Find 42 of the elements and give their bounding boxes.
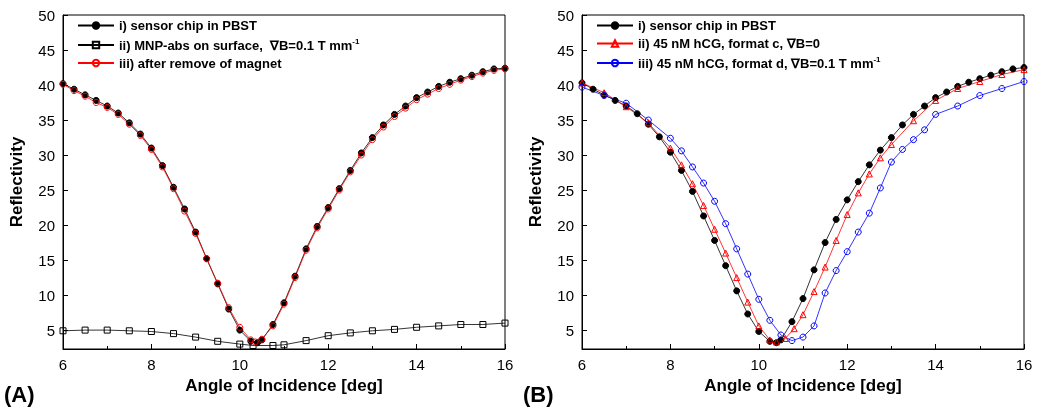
x-tick-label: 10 — [231, 356, 249, 373]
x-axis-title: Angle of Incidence [deg] — [185, 376, 383, 395]
y-tick-label: 50 — [38, 6, 55, 24]
x-tick-label: 14 — [408, 356, 425, 373]
y-tick-label: 45 — [557, 41, 574, 59]
x-tick-label: 8 — [666, 356, 675, 373]
y-tick-label: 15 — [557, 251, 574, 269]
y-tick-label: 40 — [38, 76, 55, 94]
x-tick-label: 12 — [319, 356, 337, 373]
y-tick-label: 10 — [557, 286, 574, 304]
x-axis-title: Angle of Incidence [deg] — [704, 376, 902, 395]
y-tick-label: 30 — [557, 146, 574, 164]
x-tick-label: 10 — [750, 356, 768, 373]
y-tick-label: 35 — [557, 111, 574, 129]
legend-label: iii) after remove of magnet — [119, 55, 283, 71]
x-tick-label: 8 — [147, 356, 156, 373]
text: (B) — [523, 381, 554, 407]
y-tick-label: 15 — [38, 251, 55, 269]
y-tick-label: 40 — [557, 76, 574, 94]
y-tick-label: 45 — [38, 41, 55, 59]
x-tick-label: 6 — [577, 356, 587, 373]
text: (A) — [4, 381, 35, 407]
y-tick-label: 5 — [46, 321, 55, 339]
y-tick-label: 5 — [565, 321, 574, 339]
y-tick-label: 35 — [38, 111, 55, 129]
y-tick-label: 20 — [557, 216, 574, 234]
x-tick-label: 16 — [496, 356, 514, 373]
y-tick-label: 30 — [38, 146, 55, 164]
y-axis-title: Reflectivity — [526, 136, 545, 228]
legend-label: i) sensor chip in PBST — [119, 18, 258, 33]
legend-label: ii) 45 nM hCG, format c, ∇B=0 — [638, 36, 821, 51]
y-tick-label: 10 — [38, 286, 55, 304]
y-axis-title: Reflectivity — [7, 136, 26, 228]
y-tick-label: 50 — [557, 6, 574, 24]
y-tick-label: 20 — [38, 216, 55, 234]
legend-label: i) sensor chip in PBST — [638, 18, 777, 33]
y-tick-label: 25 — [557, 181, 574, 199]
x-tick-label: 16 — [1015, 356, 1033, 373]
x-tick-label: 14 — [927, 356, 944, 373]
x-tick-label: 12 — [838, 356, 856, 373]
y-tick-label: 25 — [38, 181, 55, 199]
x-tick-label: 6 — [58, 356, 68, 373]
